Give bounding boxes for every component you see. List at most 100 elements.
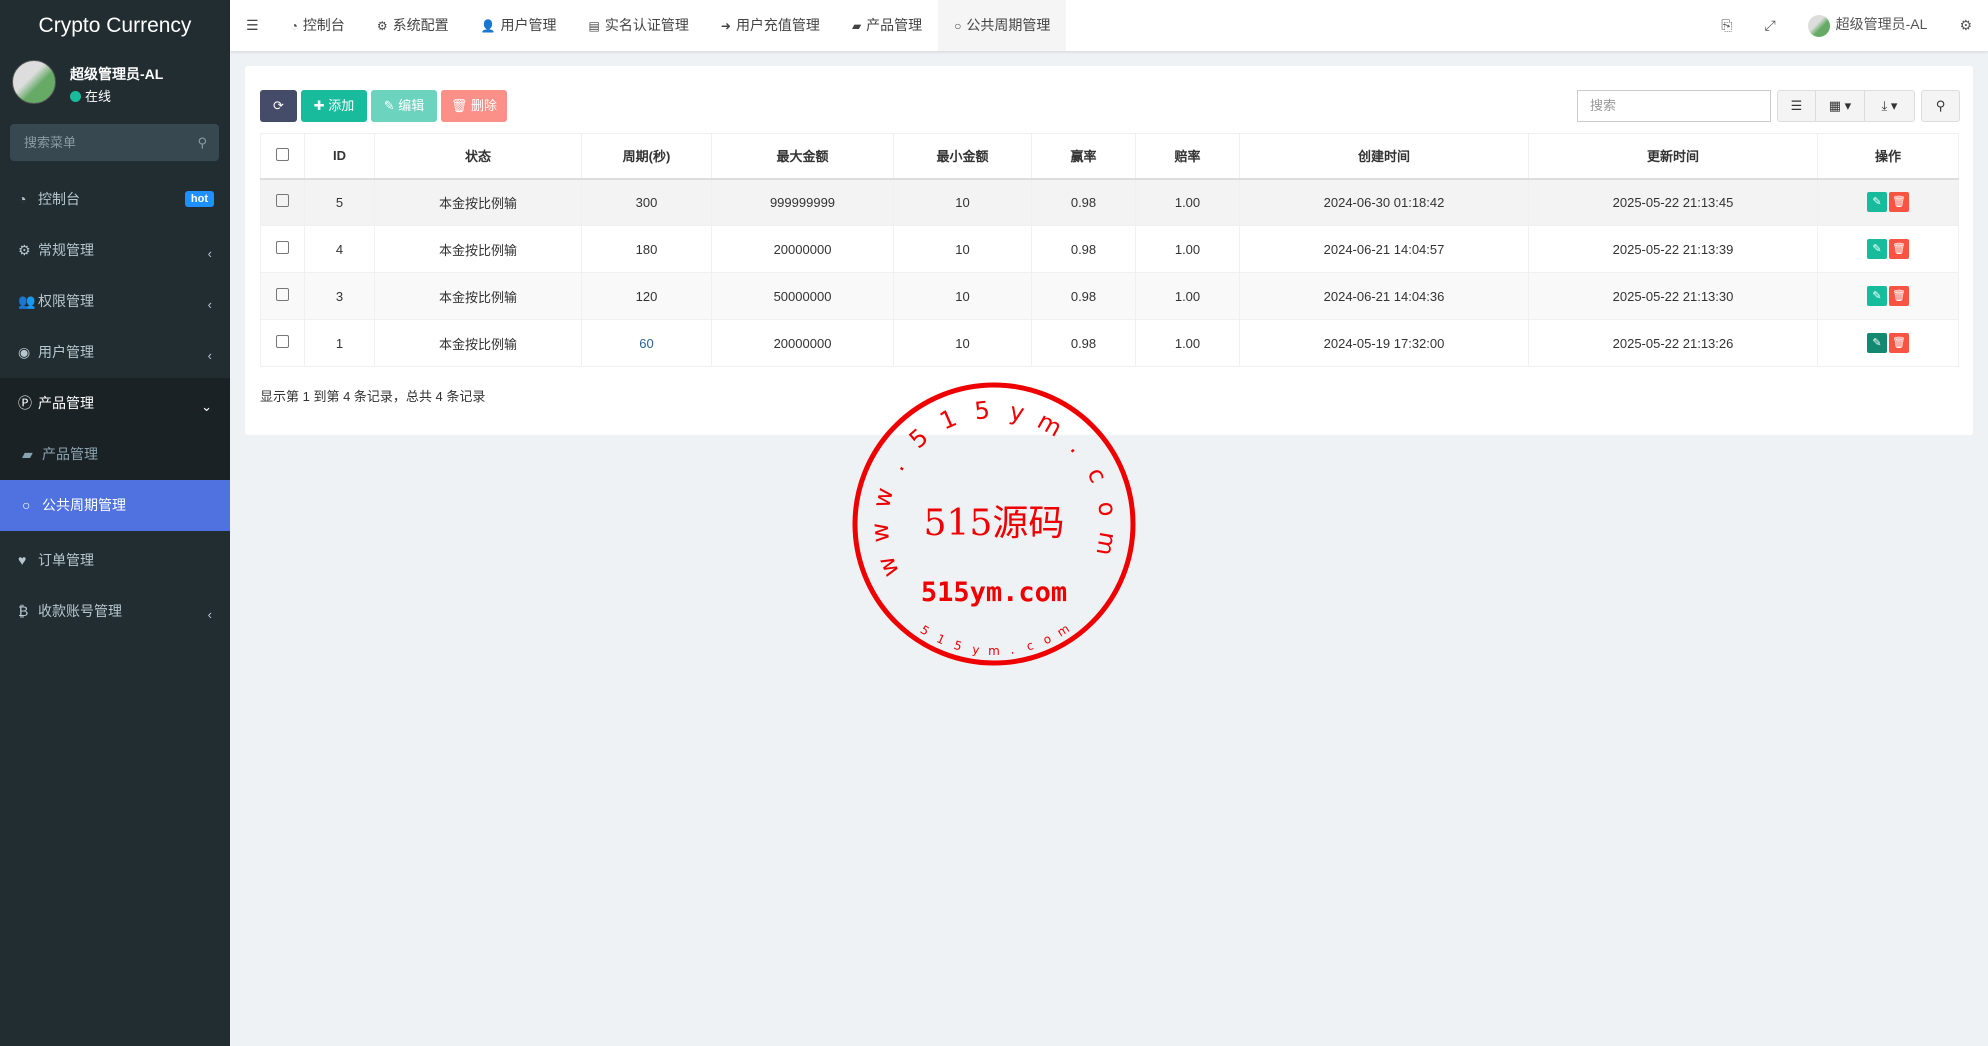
table-row[interactable]: 4 本金按比例输 180 20000000 10 0.98 1.00 2024-06-21 1… [260, 225, 1959, 273]
top-nav: ☰ ◔ 控制台 ⚙ 系统配置 👤 用户管理 ▤ 实名认证管理 ➜ 用户充值管理 ▰ 产品管理… [230, 0, 1988, 51]
actions-cell: ✎ 🗑 [1817, 272, 1959, 320]
row-checkbox[interactable] [276, 241, 289, 254]
row-checkbox[interactable] [276, 194, 289, 208]
label: 常规管理 [38, 242, 94, 258]
select-all-checkbox[interactable] [276, 147, 289, 161]
id-card-icon: ▤ [588, 19, 600, 33]
sidebar-item-general[interactable]: ⚙ 常规管理 ‹ [0, 225, 230, 276]
label: 产品管理 [42, 446, 98, 462]
search-icon[interactable]: ⚲ [197, 135, 207, 150]
col-header[interactable]: 创建时间 [1239, 133, 1529, 180]
table-cell: 0.98 [1031, 319, 1136, 367]
fullscreen-icon[interactable]: ⤢ [1764, 17, 1776, 33]
pencil-icon: ✎ [383, 98, 399, 113]
tab-product-management[interactable]: ▰ 产品管理 [836, 0, 938, 51]
label: 用户管理 [38, 344, 94, 360]
select-all-cell[interactable] [260, 133, 305, 180]
data-table: ID 状态 周期(秒) 最大金额 最小金额 赢率 赔率 创建时间 更新时间 操作… [260, 133, 1959, 367]
sidebar-toggle[interactable]: ☰ [246, 17, 259, 33]
app-logo[interactable]: Crypto Currency [0, 0, 230, 51]
col-header[interactable]: ID [304, 133, 375, 180]
status-text: 在线 [85, 89, 112, 104]
row-select-cell[interactable] [260, 272, 305, 320]
tab-identity-verification[interactable]: ▤ 实名认证管理 [573, 0, 705, 51]
circle-o-icon: ○ [22, 497, 31, 513]
table-cell: 本金按比例输 [374, 319, 582, 367]
translate-icon[interactable]: ⎘ [1721, 17, 1733, 33]
stamp-ring-bottom: 51 5 y m. c o m [918, 621, 1072, 658]
header-user-menu[interactable]: 超级管理员-AL [1792, 14, 1944, 37]
table-cell: 20000000 [711, 225, 894, 273]
user-circle-icon: ◉ [18, 344, 31, 360]
delete-row-button[interactable]: 🗑 [1889, 333, 1909, 353]
sidebar-item-permissions[interactable]: 👥 权限管理 ‹ [0, 276, 230, 327]
dashboard-icon: ◔ [290, 19, 298, 33]
toggle-view-button[interactable]: ☰ [1777, 90, 1816, 122]
row-select-cell[interactable] [260, 178, 305, 226]
cogs-icon: ⚙ [18, 242, 31, 258]
sidebar-item-dashboard[interactable]: ◔ 控制台 hot [0, 174, 230, 225]
table-cell: 本金按比例输 [374, 178, 582, 226]
label: 控制台 [302, 17, 345, 33]
advanced-search-button[interactable]: ⚲ [1921, 90, 1960, 122]
menu-search-placeholder: 搜索菜单 [24, 135, 77, 150]
sidebar-item-products[interactable]: Ⓟ 产品管理 ⌄ [0, 378, 230, 429]
export-button[interactable]: ⤓ ▾ [1864, 90, 1915, 122]
col-header[interactable]: 周期(秒) [581, 133, 712, 180]
chevron-down-icon: ⌄ [201, 399, 212, 414]
delete-row-button[interactable]: 🗑 [1889, 192, 1909, 213]
sidebar-subitem-public-period[interactable]: ○ 公共周期管理 [0, 480, 230, 531]
menu-search-input[interactable]: 搜索菜单 ⚲ [10, 124, 219, 161]
refresh-button[interactable]: ⟳ [260, 90, 297, 122]
row-checkbox[interactable] [276, 335, 289, 348]
table-cell: 2025-05-22 21:13:45 [1528, 178, 1818, 226]
label: 公共周期管理 [42, 497, 126, 513]
stamp-ring-letter: w [867, 485, 899, 511]
col-header[interactable]: 赢率 [1031, 133, 1136, 180]
sidebar-item-orders[interactable]: ♥ 订单管理 [0, 535, 230, 586]
table-search-input[interactable]: 搜索 [1577, 90, 1771, 122]
edit-row-button[interactable]: ✎ [1867, 239, 1887, 259]
table-cell: 0.98 [1031, 272, 1136, 320]
columns-button[interactable]: ▦ ▾ [1815, 90, 1865, 122]
shopping-bag-icon: ▰ [22, 446, 33, 462]
users-icon: 👥 [18, 293, 36, 309]
label: 公共周期管理 [966, 17, 1051, 33]
bitcoin-icon: ₿ [18, 603, 29, 619]
tab-dashboard[interactable]: ◔ 控制台 [275, 0, 361, 51]
tab-user-management[interactable]: 👤 用户管理 [465, 0, 573, 51]
sidebar-item-payment-accounts[interactable]: ₿ 收款账号管理 ‹ [0, 586, 230, 637]
tab-user-recharge[interactable]: ➜ 用户充值管理 [705, 0, 836, 51]
trash-icon: 🗑 [450, 98, 472, 113]
product-p-icon: Ⓟ [18, 395, 32, 411]
label: 用户管理 [500, 17, 557, 33]
table-cell: 2025-05-22 21:13:39 [1528, 225, 1818, 273]
col-header[interactable]: 最大金额 [711, 133, 894, 180]
edit-row-button[interactable]: ✎ [1867, 286, 1887, 306]
settings-cogs-icon[interactable]: ⚙ [1959, 17, 1972, 33]
row-select-cell[interactable] [260, 225, 305, 273]
col-header[interactable]: 最小金额 [893, 133, 1032, 180]
table-row[interactable]: 1 本金按比例输 60 20000000 10 0.98 1.00 2024-05-19 17… [260, 319, 1959, 367]
edit-row-button[interactable]: ✎ [1867, 333, 1887, 353]
sidebar-subitem-products[interactable]: ▰ 产品管理 [0, 429, 230, 480]
label: 系统配置 [392, 17, 449, 33]
row-checkbox[interactable] [276, 288, 289, 301]
col-header[interactable]: 更新时间 [1528, 133, 1818, 180]
label: 产品管理 [866, 17, 923, 33]
edit-button[interactable]: ✎ 编辑 [371, 90, 437, 122]
delete-button[interactable]: 🗑 删除 [441, 90, 507, 122]
col-header[interactable]: 赔率 [1135, 133, 1240, 180]
delete-row-button[interactable]: 🗑 [1889, 286, 1909, 306]
table-row[interactable]: 5 本金按比例输 300 999999999 10 0.98 1.00 2024-06-30 … [260, 178, 1959, 226]
table-cell: 2025-05-22 21:13:26 [1528, 319, 1818, 367]
delete-row-button[interactable]: 🗑 [1889, 239, 1909, 259]
col-header[interactable]: 状态 [374, 133, 582, 180]
add-button[interactable]: ✚ 添加 [301, 90, 367, 122]
tab-public-period[interactable]: ○ 公共周期管理 [938, 0, 1067, 51]
edit-row-button[interactable]: ✎ [1867, 192, 1887, 213]
table-row[interactable]: 3 本金按比例输 120 50000000 10 0.98 1.00 2024-06-21 1… [260, 272, 1959, 320]
sidebar-item-users[interactable]: ◉ 用户管理 ‹ [0, 327, 230, 378]
tab-system-config[interactable]: ⚙ 系统配置 [361, 0, 465, 51]
row-select-cell[interactable] [260, 319, 305, 367]
